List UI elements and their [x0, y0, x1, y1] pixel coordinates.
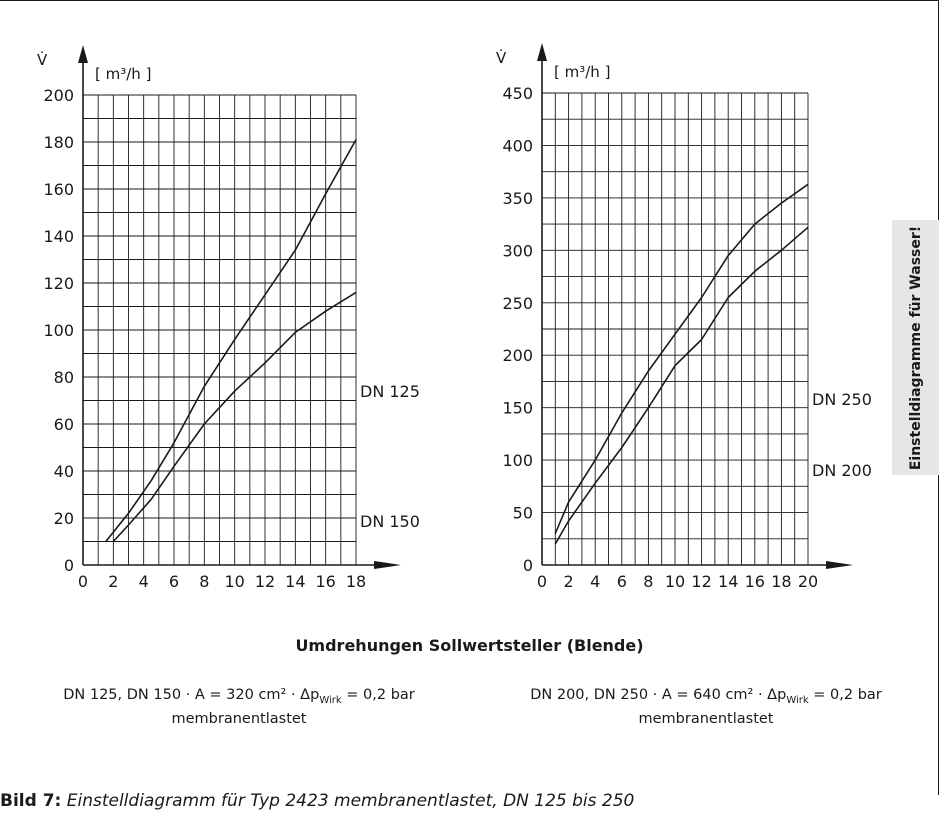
chart2-x-tick-label: 6 — [617, 572, 627, 591]
chart1-y-tick-label: 40 — [54, 462, 74, 481]
chart2-y-tick-label: 250 — [502, 294, 533, 313]
chart2-series-label: DN 250 — [812, 390, 872, 409]
chart2-y-tick-label: 150 — [502, 399, 533, 418]
chart1-y-tick-label: 20 — [54, 509, 74, 528]
chart1-x-tick-label: 16 — [315, 572, 335, 591]
chart1-y-unit: [ m³/h ] — [95, 65, 151, 83]
chart1-x-tick-label: 12 — [255, 572, 275, 591]
chart1-series-label: DN 150 — [360, 512, 420, 531]
chart2-y-tick-label: 350 — [502, 189, 533, 208]
chart1-y-tick-label: 160 — [43, 180, 74, 199]
chart2-series-line — [554, 183, 809, 534]
chart1-x-tick-label: 10 — [224, 572, 244, 591]
chart1-x-tick-label: 2 — [108, 572, 118, 591]
chart2-x-tick-label: 20 — [798, 572, 818, 591]
chart1-y-tick-label: 180 — [43, 133, 74, 152]
note-left-sub: Wirk — [319, 694, 342, 706]
chart2-series-label: DN 200 — [812, 461, 872, 480]
note-right-line2: membranentlastet — [638, 710, 774, 727]
chart1-x-tick-label: 18 — [346, 572, 366, 591]
note-right-text: DN 200, DN 250 · A = 640 cm² · Δp — [530, 687, 787, 703]
side-label: Einstelldiagramme für Wasser! — [907, 225, 924, 470]
chart1-y-tick-label: 200 — [43, 86, 74, 105]
chart1-y-tick-label: 120 — [43, 274, 74, 293]
chart2-y-tick-label: 200 — [502, 346, 533, 365]
figure-caption: Bild 7: Einstelldiagramm für Typ 2423 me… — [0, 791, 634, 811]
chart1-x-axis-arrow — [374, 561, 401, 569]
note-left: DN 125, DN 150 · A = 320 cm² · ΔpWirk = … — [14, 686, 464, 729]
chart1-x-tick-label: 14 — [285, 572, 305, 591]
chart2-y-tick-label: 50 — [513, 504, 533, 523]
chart2-y-tick-label: 450 — [502, 84, 533, 103]
chart2-x-tick-label: 14 — [718, 572, 738, 591]
chart2-y-unit: [ m³/h ] — [554, 63, 610, 81]
chart2-y-tick-label: 100 — [502, 451, 533, 470]
caption-text: Einstelldiagramm für Typ 2423 membranent… — [66, 791, 635, 811]
chart2-x-tick-label: 4 — [590, 572, 600, 591]
note-right-sub: Wirk — [786, 694, 809, 706]
chart1-series-line — [105, 139, 357, 543]
note-left-line2: membranentlastet — [171, 710, 307, 727]
chart1-y-tick-label: 100 — [43, 321, 74, 340]
x-axis-title: Umdrehungen Sollwertsteller (Blende) — [295, 636, 644, 655]
chart1-y-symbol: V̇ — [37, 50, 48, 69]
note-left-end: = 0,2 bar — [341, 687, 415, 703]
chart2-x-tick-label: 2 — [564, 572, 574, 591]
chart2-y-tick-label: 400 — [502, 136, 533, 155]
note-left-text: DN 125, DN 150 · A = 320 cm² · Δp — [63, 687, 320, 703]
chart1-series-label: DN 125 — [360, 382, 420, 401]
chart1-x-tick-label: 6 — [169, 572, 179, 591]
chart1-series-line — [112, 291, 357, 543]
caption-label: Bild 7: — [0, 791, 62, 811]
chart1-x-tick-label: 0 — [78, 572, 88, 591]
note-right: DN 200, DN 250 · A = 640 cm² · ΔpWirk = … — [472, 686, 940, 729]
chart2-x-tick-label: 12 — [691, 572, 711, 591]
chart2-x-tick-label: 10 — [665, 572, 685, 591]
chart1-y-tick-label: 0 — [64, 556, 74, 575]
chart2-x-tick-label: 16 — [745, 572, 765, 591]
chart2-y-symbol: V̇ — [496, 48, 507, 67]
chart1-y-tick-label: 140 — [43, 227, 74, 246]
chart1-y-tick-label: 80 — [54, 368, 74, 387]
chart1-y-axis-arrow — [78, 45, 88, 63]
chart2-series-line — [554, 226, 809, 545]
chart1-y-tick-label: 60 — [54, 415, 74, 434]
chart1-x-tick-label: 4 — [139, 572, 149, 591]
chart2-x-tick-label: 0 — [537, 572, 547, 591]
chart2-y-tick-label: 300 — [502, 241, 533, 260]
chart2-y-axis-arrow — [537, 43, 547, 61]
side-label-box: Einstelldiagramme für Wasser! — [892, 220, 939, 475]
note-right-end: = 0,2 bar — [808, 687, 882, 703]
chart2-x-tick-label: 8 — [643, 572, 653, 591]
chart2-y-tick-label: 0 — [523, 556, 533, 575]
chart1-x-tick-label: 8 — [199, 572, 209, 591]
chart2-x-axis-arrow — [826, 561, 853, 569]
chart2-x-tick-label: 18 — [771, 572, 791, 591]
